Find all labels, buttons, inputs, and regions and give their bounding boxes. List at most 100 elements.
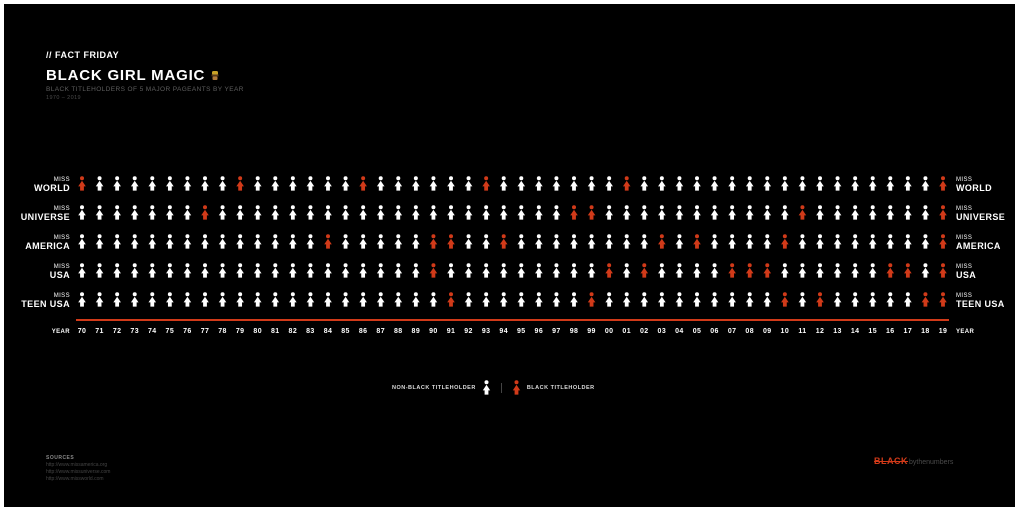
- year-tick-label: 82: [289, 328, 298, 335]
- non-black-titleholder-icon: [605, 292, 613, 307]
- figure-head: [782, 234, 787, 239]
- non-black-titleholder-icon: [798, 292, 807, 307]
- figure-head: [185, 292, 190, 297]
- row-label-name: USA: [50, 270, 70, 280]
- non-black-titleholder-icon: [728, 176, 736, 191]
- non-black-titleholder-icon: [113, 292, 121, 307]
- figure-body: [886, 296, 895, 307]
- figure-body: [271, 180, 280, 191]
- figure-body: [236, 267, 244, 278]
- figure-head: [185, 205, 190, 210]
- non-black-titleholder-icon: [886, 176, 895, 191]
- black-titleholder-icon: [587, 292, 596, 307]
- figure-body: [939, 296, 947, 307]
- figure-body: [552, 209, 561, 220]
- figure-head: [800, 176, 805, 181]
- figure-head: [536, 292, 541, 297]
- figure-head: [589, 205, 594, 210]
- figure-body: [429, 180, 438, 191]
- non-black-titleholder-icon: [886, 234, 895, 249]
- non-black-titleholder-icon: [412, 234, 420, 249]
- figure-body: [253, 180, 262, 191]
- figure-head: [343, 292, 348, 297]
- figure-body: [728, 180, 736, 191]
- figure-head: [290, 263, 295, 268]
- non-black-titleholder-icon: [306, 176, 315, 191]
- non-black-titleholder-icon: [921, 176, 930, 191]
- figure-body: [394, 180, 403, 191]
- figure-body: [728, 267, 736, 278]
- brand-sub: bythenumbers: [909, 459, 954, 466]
- non-black-titleholder-icon: [517, 292, 526, 307]
- non-black-titleholder-icon: [482, 234, 490, 249]
- figure-head: [712, 292, 717, 297]
- figure-body: [447, 238, 455, 249]
- figure-body: [148, 267, 157, 278]
- figure-body: [552, 296, 561, 307]
- figure-body: [675, 238, 684, 249]
- non-black-titleholder-icon: [78, 205, 86, 220]
- figure-head: [220, 205, 225, 210]
- figure-head: [431, 176, 436, 181]
- non-black-titleholder-icon: [341, 292, 350, 307]
- figure-body: [429, 209, 438, 220]
- figure-body: [622, 296, 631, 307]
- non-black-titleholder-icon: [587, 263, 596, 278]
- figure-head: [712, 176, 717, 181]
- row-label-name: WORLD: [34, 183, 70, 193]
- figure-body: [376, 267, 385, 278]
- figure-head: [554, 263, 559, 268]
- figure-head: [466, 234, 471, 239]
- non-black-titleholder-icon: [306, 205, 315, 220]
- figure-body: [306, 238, 315, 249]
- figure-body: [517, 267, 526, 278]
- figure-body: [745, 296, 754, 307]
- non-black-titleholder-icon: [675, 176, 684, 191]
- figure-head: [431, 205, 436, 210]
- figure-body: [78, 180, 86, 191]
- figure-body: [464, 238, 473, 249]
- figure-body: [324, 180, 332, 191]
- figure-body: [324, 296, 332, 307]
- non-black-titleholder-icon: [78, 263, 86, 278]
- black-titleholder-icon: [622, 176, 631, 191]
- figure-head: [220, 292, 225, 297]
- figure-head: [396, 292, 401, 297]
- year-tick-label: 18: [921, 328, 930, 335]
- figure-body: [587, 267, 596, 278]
- figure-body: [816, 267, 824, 278]
- black-titleholder-icon: [693, 234, 701, 249]
- figure-body: [622, 267, 631, 278]
- figure-body: [658, 238, 666, 249]
- figure-head: [378, 263, 383, 268]
- non-black-titleholder-icon: [675, 292, 684, 307]
- figure-head: [466, 205, 471, 210]
- figure-body: [921, 180, 930, 191]
- figure-head: [888, 176, 893, 181]
- figure-head: [888, 292, 893, 297]
- non-black-titleholder-icon: [95, 176, 104, 191]
- figure-body: [289, 296, 297, 307]
- row-label-name: WORLD: [956, 183, 992, 193]
- non-black-titleholder-icon: [464, 292, 473, 307]
- year-tick-label: 19: [939, 328, 948, 335]
- figure-body: [781, 267, 789, 278]
- figure-body: [289, 267, 297, 278]
- year-tick-label: 04: [675, 328, 684, 335]
- figure-head: [97, 176, 102, 181]
- figure-body: [763, 267, 772, 278]
- black-titleholder-icon: [429, 263, 438, 278]
- figure-body: [412, 180, 420, 191]
- figure-body: [552, 180, 561, 191]
- figure-head: [800, 234, 805, 239]
- figure-body: [868, 209, 877, 220]
- non-black-titleholder-icon: [693, 205, 701, 220]
- figure-head: [413, 205, 418, 210]
- figure-head: [695, 263, 699, 268]
- year-tick-label: 70: [78, 328, 87, 335]
- year-axis-label: YEAR: [52, 329, 71, 335]
- year-tick-label: 88: [394, 328, 403, 335]
- figure-body: [781, 296, 789, 307]
- non-black-titleholder-icon: [201, 234, 209, 249]
- non-black-titleholder-icon: [376, 234, 385, 249]
